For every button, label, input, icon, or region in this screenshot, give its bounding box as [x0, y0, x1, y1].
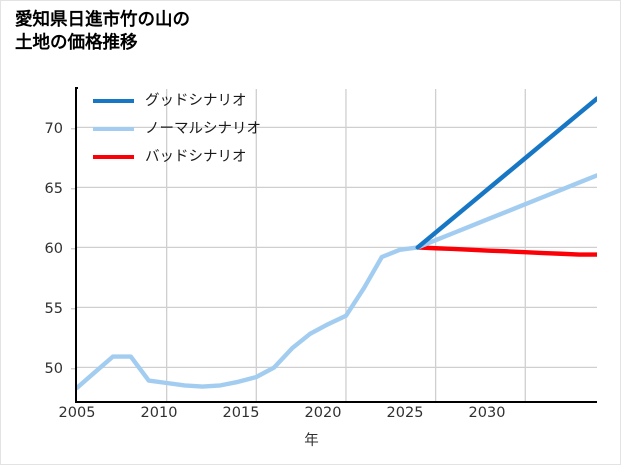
x-tick-label: 2030: [468, 405, 506, 421]
x-tick-label: 2025: [386, 405, 424, 421]
legend-swatch-bad: [93, 154, 134, 160]
y-tick-label: 70: [44, 121, 63, 137]
y-tick-mark: [71, 308, 76, 310]
y-tick-label: 60: [44, 241, 63, 257]
legend-swatch-normal: [93, 126, 134, 132]
series-line: [418, 247, 597, 254]
page-title: 愛知県日進市竹の山の 土地の価格推移: [15, 10, 190, 54]
x-tick-label: 2010: [140, 405, 178, 421]
y-axis-spine: [75, 87, 78, 403]
x-tick-label: 2005: [58, 405, 96, 421]
x-tick-label: 2020: [304, 405, 342, 421]
x-axis-spine: [75, 400, 597, 403]
y-tick-mark: [71, 128, 76, 130]
y-tick-label: 55: [44, 301, 63, 317]
y-tick-label: 50: [44, 361, 63, 377]
y-tick-label: 65: [44, 181, 63, 197]
legend-label-bad: バッドシナリオ: [145, 148, 247, 165]
y-tick-mark: [71, 368, 76, 370]
legend-swatch-good: [93, 98, 134, 104]
chart-legend: グッドシナリオ ノーマルシナリオ バッドシナリオ: [93, 93, 261, 165]
gridlines: [77, 89, 597, 401]
legend-label-good: グッドシナリオ: [145, 92, 247, 109]
legend-item-normal[interactable]: ノーマルシナリオ: [93, 121, 261, 137]
plot-area: [77, 89, 597, 401]
series-lines: [77, 89, 597, 401]
x-tick-label: 2015: [222, 405, 260, 421]
series-line: [77, 175, 597, 387]
legend-item-bad[interactable]: バッドシナリオ: [93, 149, 261, 165]
legend-label-normal: ノーマルシナリオ: [145, 120, 261, 137]
series-line: [418, 99, 597, 248]
x-axis-title: 年: [304, 433, 319, 449]
legend-item-good[interactable]: グッドシナリオ: [93, 93, 261, 109]
y-tick-mark: [71, 248, 76, 250]
y-tick-mark: [71, 188, 76, 190]
